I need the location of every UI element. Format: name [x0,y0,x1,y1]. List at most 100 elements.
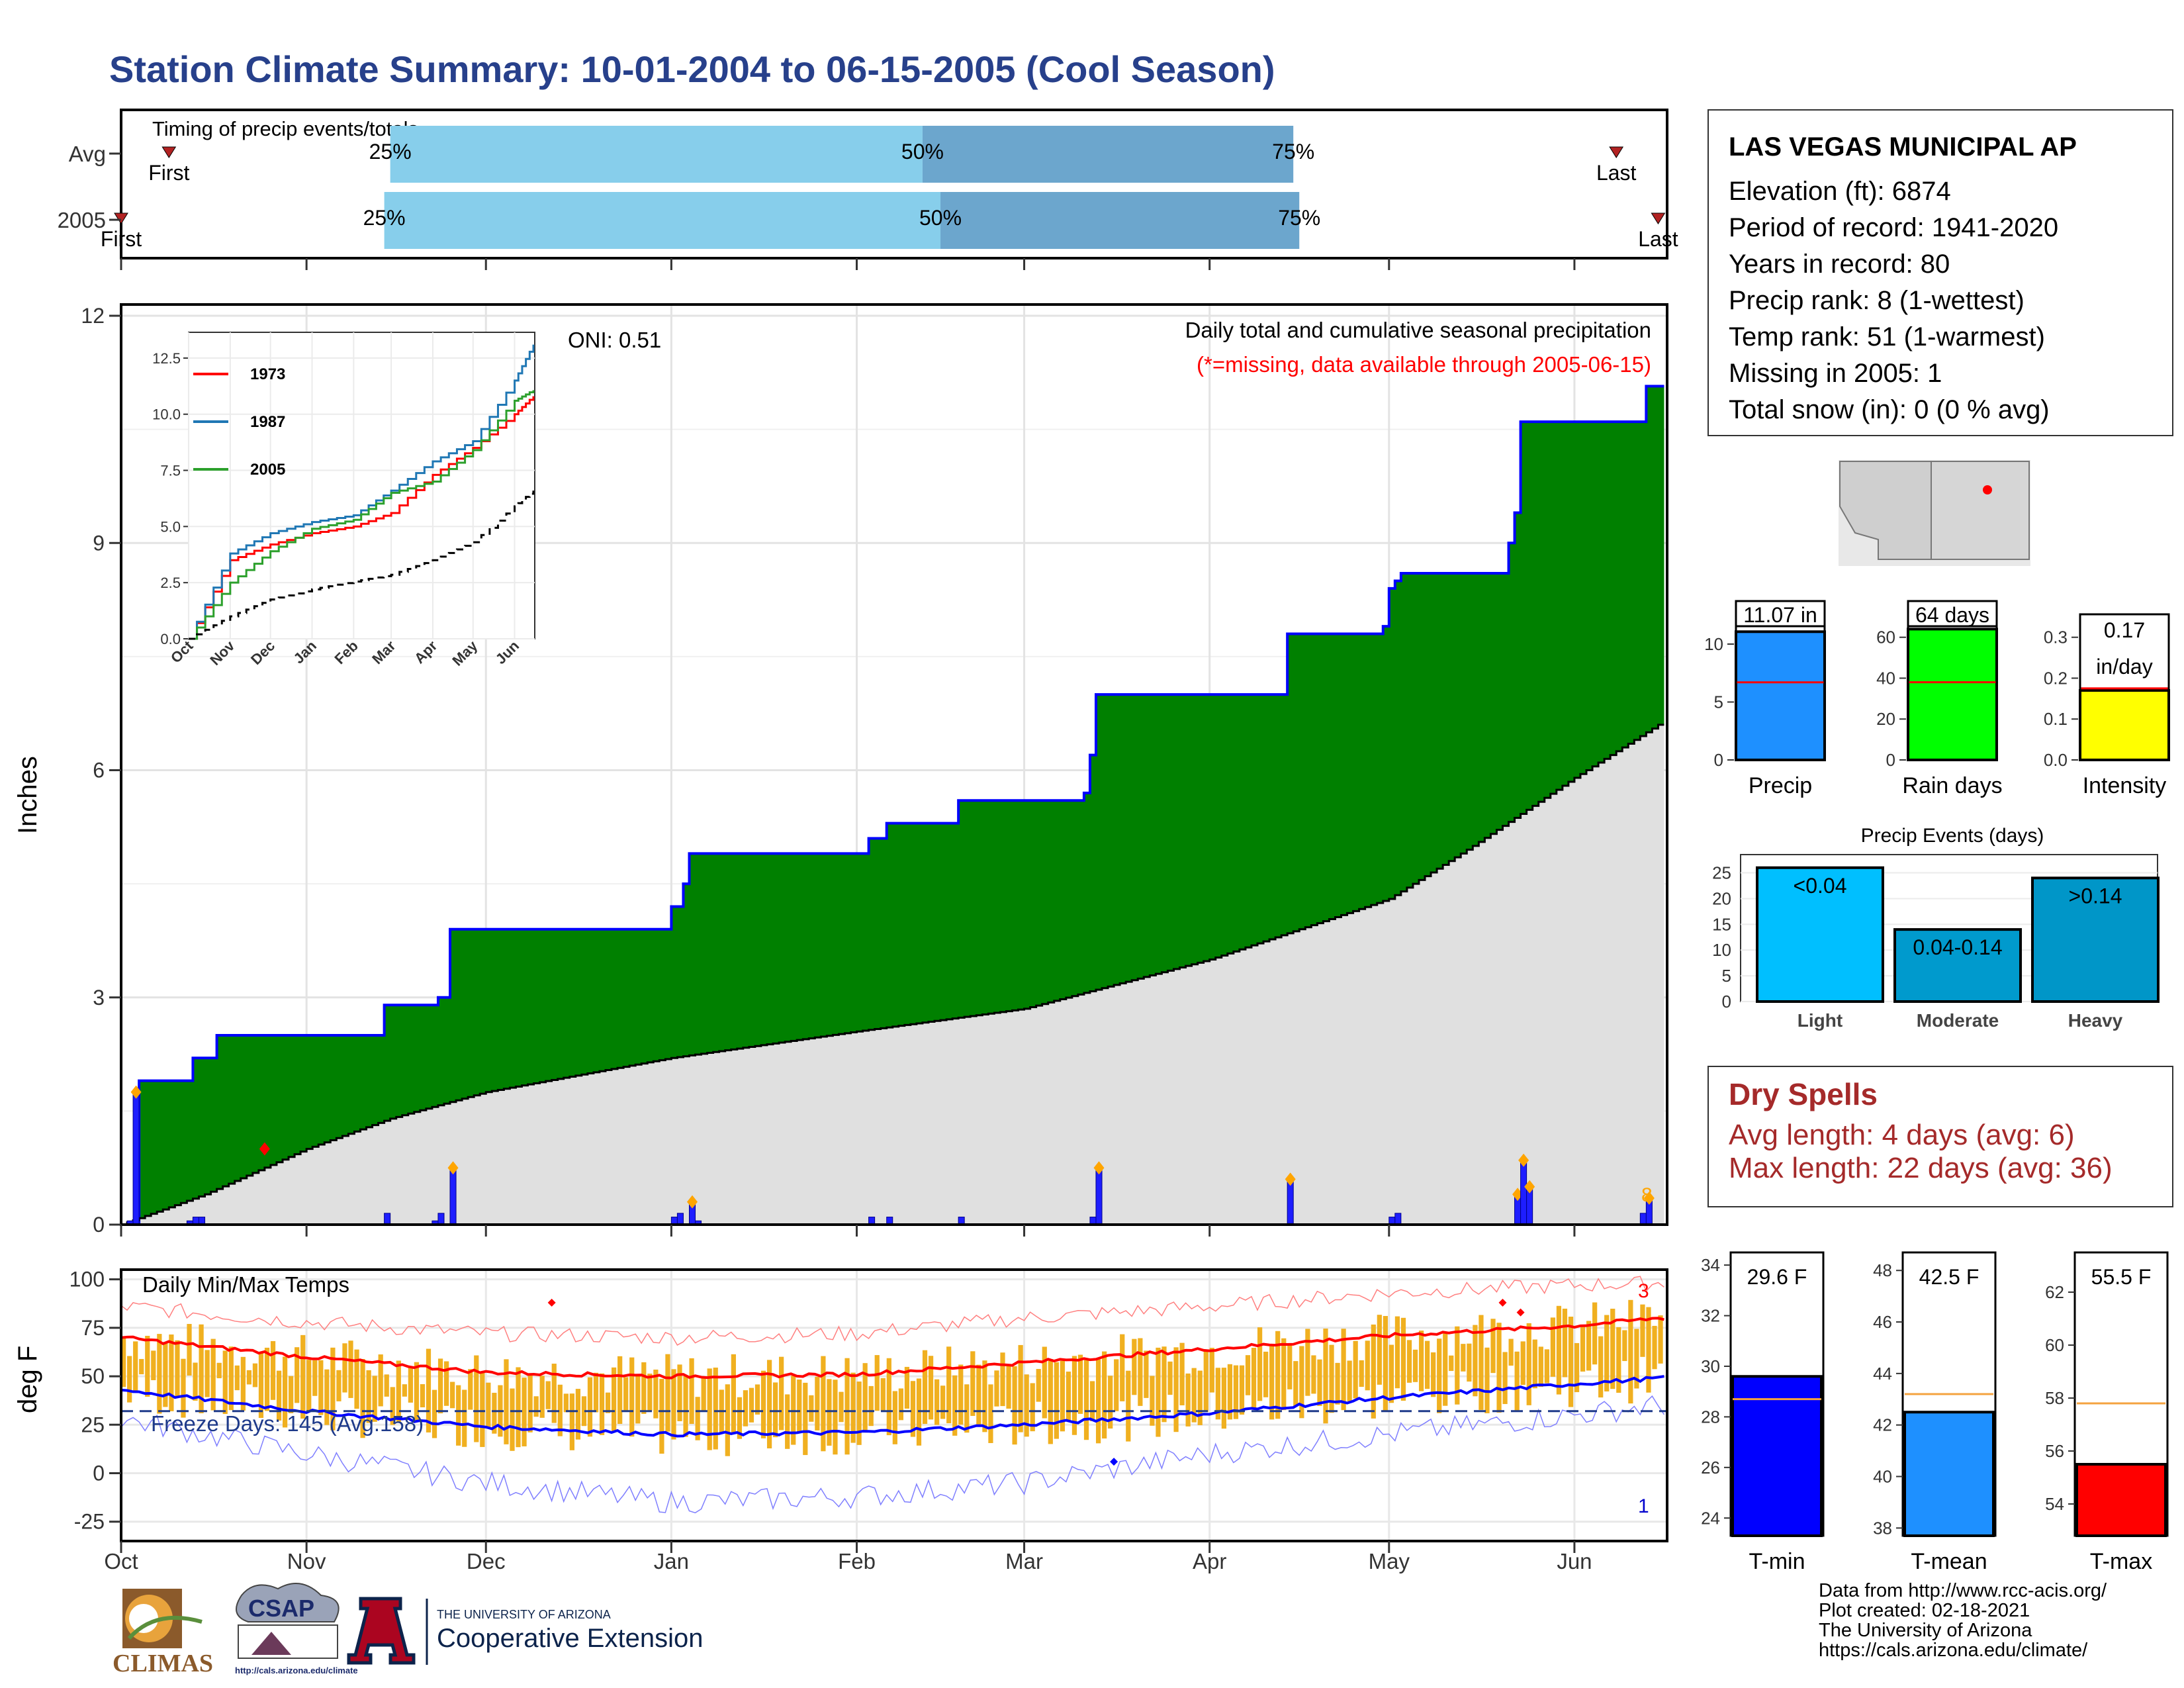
daily-temp-bar [1030,1383,1035,1432]
daily-temp-bar [306,1360,312,1412]
daily-temp-bar [952,1375,958,1436]
daily-temp-bar [420,1383,426,1408]
temp-tick-label: 62 [2045,1282,2064,1302]
daily-temp-bar [240,1356,246,1411]
temp-bar-label: T-max [2090,1549,2152,1574]
daily-temp-bar [958,1364,964,1425]
daily-temp-bar [815,1376,820,1430]
events-bar-label: 0.04-0.14 [1913,935,2002,959]
heavy-event-marker [1524,1180,1535,1194]
events-title: Precip Events (days) [1861,825,2044,847]
temp-tick-label: 54 [2045,1494,2064,1514]
daily-temp-bar [1257,1327,1263,1401]
summary-tick-label: 20 [1876,709,1895,729]
daily-temp-bar [1359,1360,1364,1387]
daily-temp-bar [1132,1338,1137,1395]
daily-temp-bar [1227,1364,1233,1420]
daily-temp-bar [713,1367,718,1450]
inset-y-tick-label: 12.5 [152,350,181,367]
record-high-marker [1498,1298,1507,1307]
daily-temp-bar [1383,1315,1388,1411]
daily-temp-bar [360,1358,365,1438]
daily-temp-bar [282,1356,288,1428]
record-event-marker [259,1142,270,1156]
daily-temp-bar [276,1370,282,1421]
daily-temp-bar [563,1393,569,1413]
y-tick-label: -25 [74,1510,105,1534]
daily-precip-bar [1394,1213,1402,1225]
y-tick-label: 75 [81,1316,105,1340]
last-event-marker [1609,146,1624,158]
daily-temp-bar [1377,1315,1382,1385]
daily-temp-bar [839,1391,844,1423]
daily-temp-bar [539,1376,545,1418]
daily-temp-bar [1299,1346,1304,1419]
daily-temp-bar [1449,1355,1454,1372]
temp-bar-label: T-mean [1911,1549,1987,1574]
daily-temp-bar [289,1376,294,1413]
footer-line: Data from http://www.rcc-acis.org/ [1819,1580,2107,1601]
daily-temp-bar [486,1382,491,1428]
climas-logo: CLIMAS [113,1589,213,1677]
daily-temp-bar [581,1396,587,1427]
daily-temp-bar [1335,1362,1340,1405]
daily-temp-bar [749,1387,754,1423]
average-cumulative-line [121,724,1664,1226]
ua-big-text: Cooperative Extension [437,1624,703,1653]
daily-temp-bar [121,1338,126,1387]
daily-temp-bar [252,1363,258,1387]
temp-value-bar [1731,1375,1823,1537]
events-bar-label: <0.04 [1794,874,1847,898]
daily-temp-bar [151,1350,156,1380]
daily-precip-bar [676,1213,684,1225]
daily-temp-bar [210,1338,216,1411]
daily-temp-bar [1185,1373,1191,1427]
daily-temp-bar [904,1366,910,1409]
daily-temp-bar [133,1341,138,1391]
oni-label: ONI: 0.51 [568,328,661,352]
station-precip-rank: Precip rank: 8 (1-wettest) [1729,286,2025,315]
daily-temp-bar [1634,1329,1639,1389]
daily-temp-bar [181,1358,186,1418]
daily-temp-bar [193,1362,198,1401]
daily-temp-bar [1293,1361,1298,1407]
daily-temp-bar [1000,1352,1005,1407]
bar-frame [2079,613,2170,761]
temp-bar-label: T-min [1749,1549,1805,1574]
temp-tick-label: 32 [1701,1306,1720,1326]
daily-temp-bar [426,1348,432,1432]
daily-temp-bar [1371,1324,1376,1419]
daily-temp-bar [1071,1356,1077,1435]
timing-x-ticks [120,258,1576,270]
dry-spells-title: Dry Spells [1729,1077,1878,1111]
heavy-event-marker [1512,1188,1524,1201]
daily-temp-bar [1622,1330,1627,1362]
inset-y-tick-label: 7.5 [160,463,181,479]
daily-temp-bar [1640,1304,1645,1357]
timing-label: Timing of precip events/totals [152,117,418,140]
inset-frame [188,332,535,639]
daily-temp-bar [234,1365,240,1391]
daily-temp-bar [1233,1365,1239,1419]
temp-tick-label: 60 [2045,1335,2064,1355]
daily-temp-bar [1161,1346,1167,1423]
normal-min-line [120,1375,1664,1438]
inset-series-line [189,396,535,640]
daily-temp-bar [408,1368,413,1403]
daily-temp-bar [516,1367,521,1448]
footer-line: Plot created: 02-18-2021 [1819,1600,2030,1621]
summary-tick-label: 60 [1876,628,1895,647]
heavy-event-marker [1285,1172,1296,1186]
events-tick-label: 0 [1722,992,1731,1011]
daily-temp-bar [1006,1366,1011,1409]
temp-tick-label: 40 [1873,1467,1892,1487]
cumulative-precip-line [121,385,1664,1226]
timing-rows: 25% 50% 75% First Last Avg 25% 50% 75% First Last 2… [58,126,1678,251]
daily-temp-bar [1060,1360,1065,1432]
svg-text:CSAP: CSAP [248,1595,314,1622]
daily-temp-bar [145,1335,150,1397]
daily-temp-bar [1628,1299,1633,1404]
daily-temp-bar [169,1334,174,1411]
record-high-marker [1516,1308,1525,1317]
daily-temp-bar [1646,1307,1651,1393]
